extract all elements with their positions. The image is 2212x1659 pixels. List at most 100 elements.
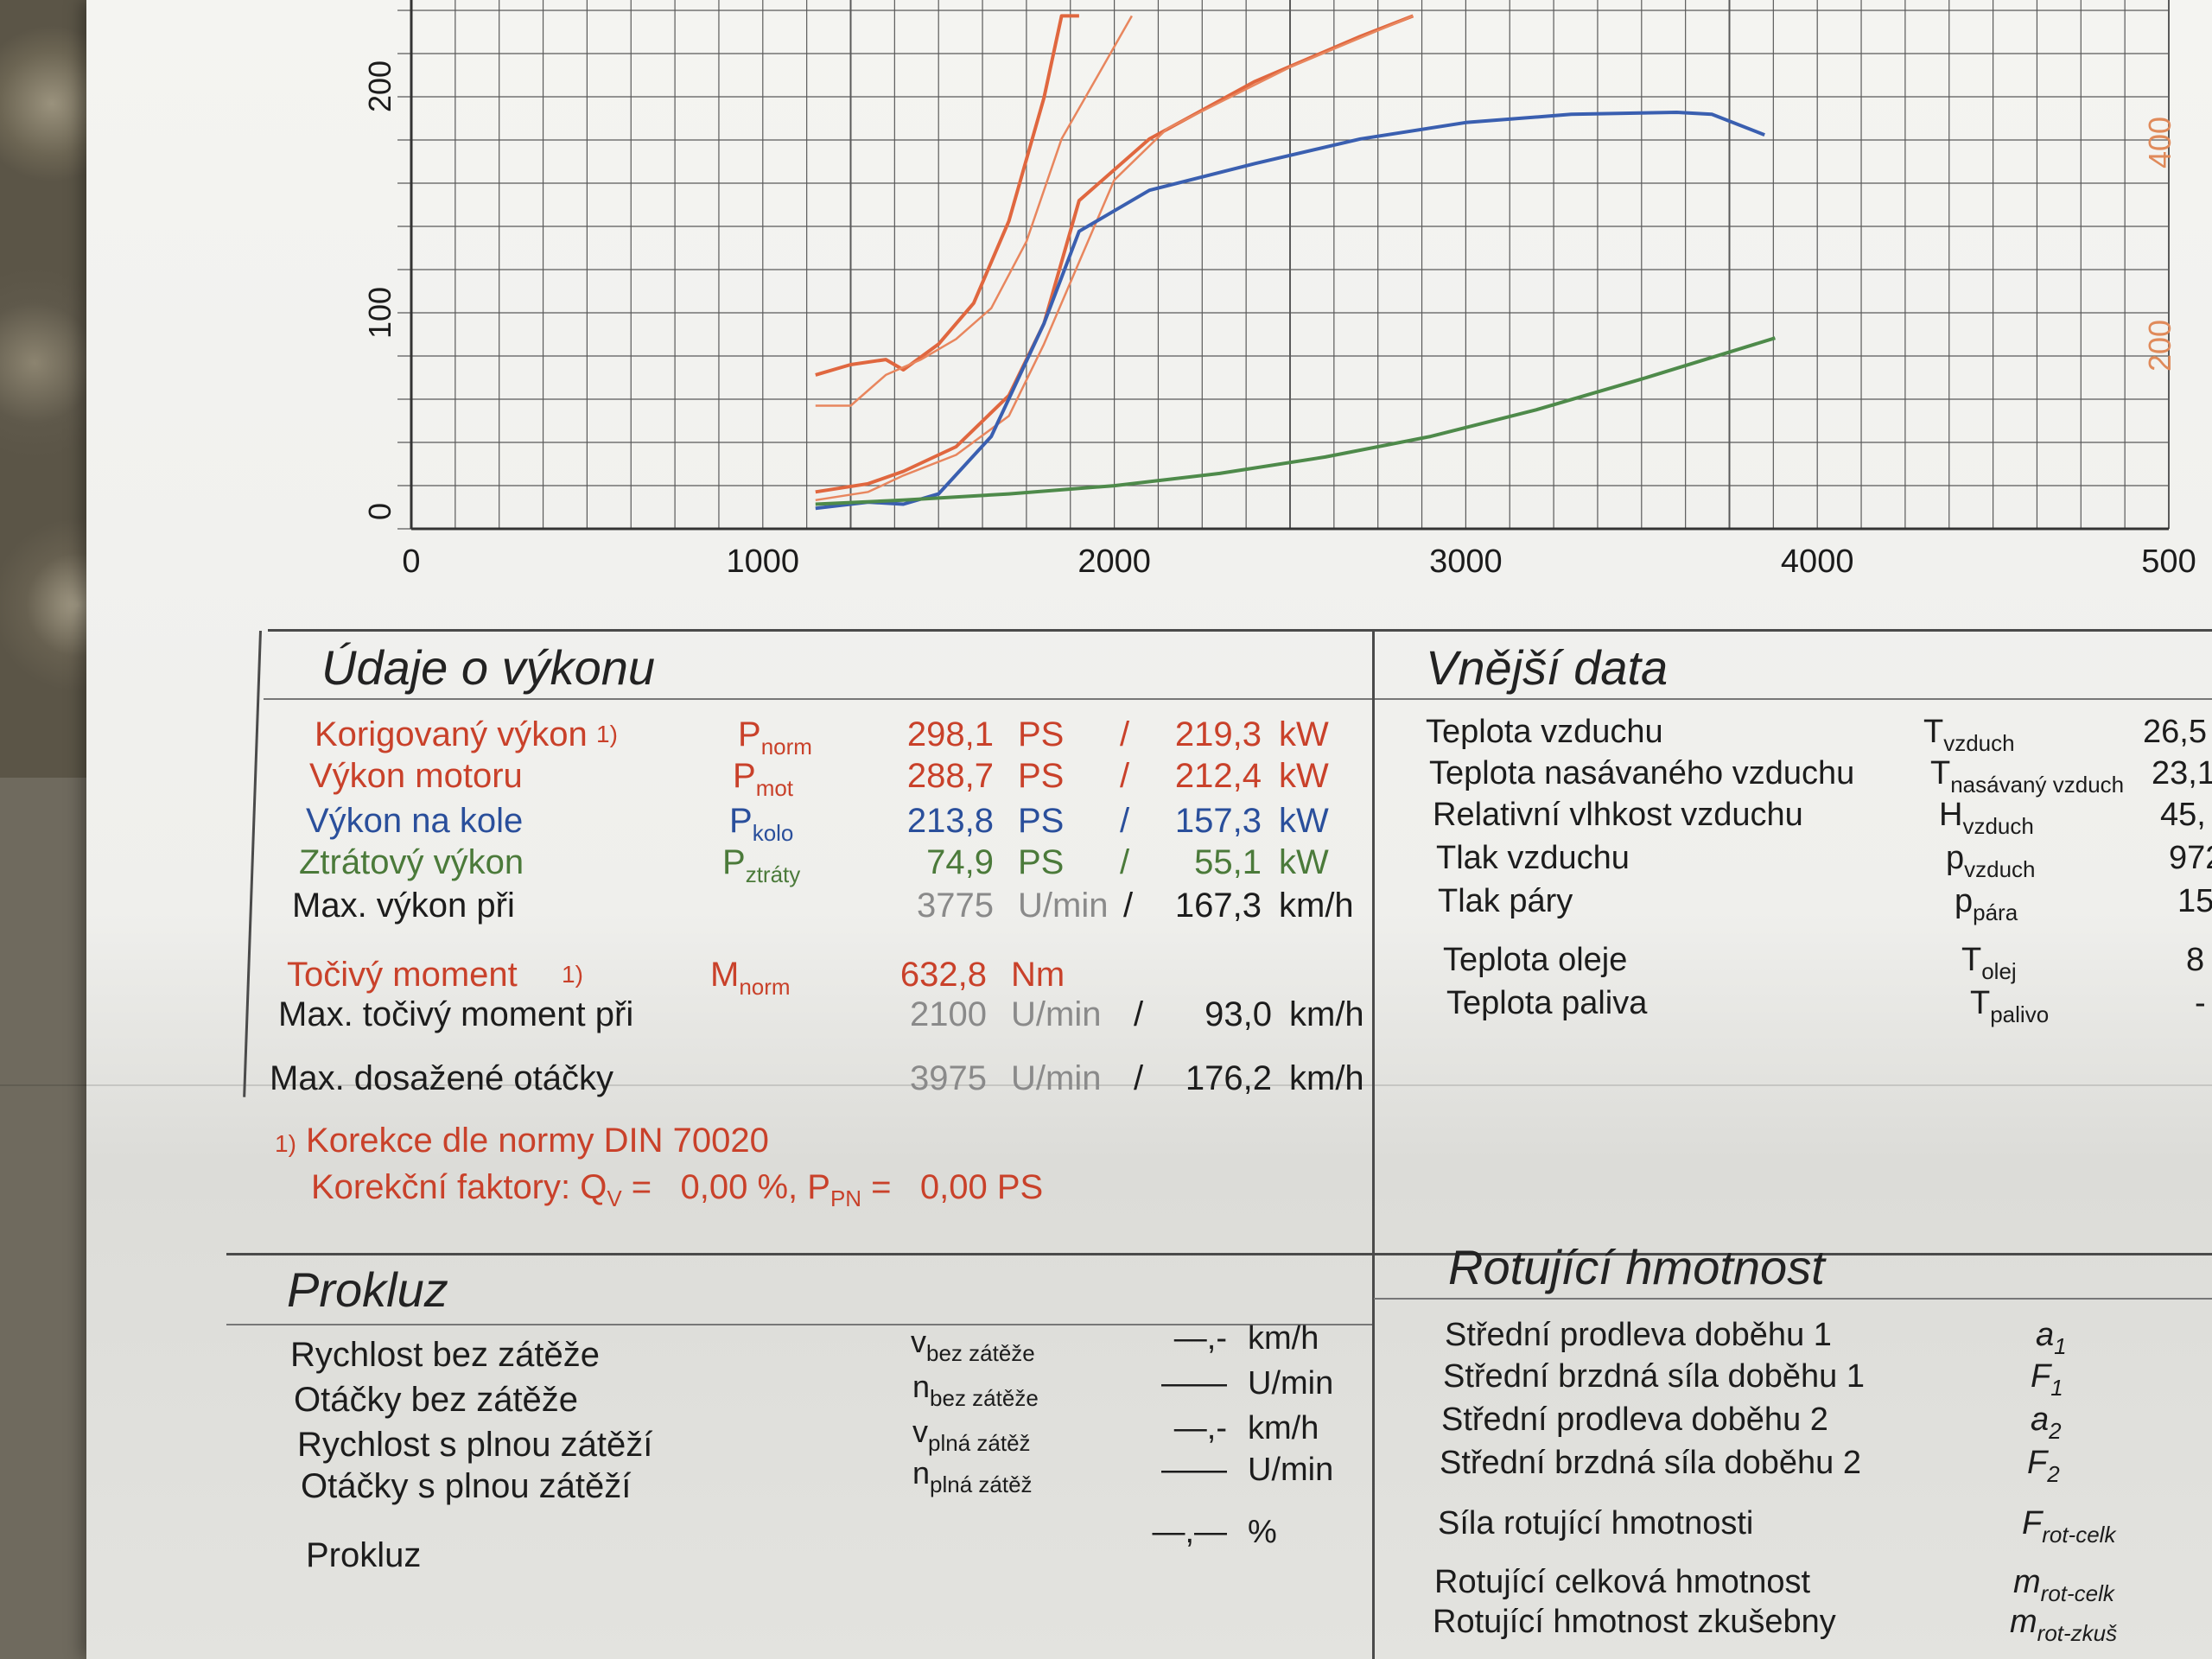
vykon-row-unit1: U/min	[1011, 1059, 1102, 1097]
symbol-subscript: bez zátěže	[926, 1340, 1035, 1366]
vykon-row-note: 1)	[562, 961, 583, 988]
symbol-letter: a	[2031, 1402, 2050, 1438]
symbol-subscript: kolo	[752, 820, 794, 846]
vykon-row-unit2: km/h	[1279, 887, 1354, 925]
vnejsi-row-symbol: ppára	[1955, 883, 2018, 926]
symbol-letter: p	[1946, 840, 1965, 876]
vykon-row-label: Točivý moment	[287, 956, 518, 994]
symbol-letter: T	[1923, 714, 1944, 750]
rotujici-row-symbol: F1	[2031, 1358, 2063, 1402]
vykon-row-unit2: km/h	[1289, 995, 1364, 1033]
symbol-letter: a	[2036, 1317, 2055, 1353]
vykon-row-unit2: kW	[1279, 757, 1329, 795]
ppn-subscript: PN	[830, 1185, 862, 1211]
vykon-row-separator: /	[1120, 802, 1130, 840]
divider-top	[268, 629, 2212, 632]
vnejsi-row-symbol: Tpalivo	[1970, 985, 2049, 1028]
symbol-letter: v	[912, 1414, 928, 1449]
vnejsi-row-value: 23,1	[2152, 755, 2212, 791]
vykon-row-value2: 212,4	[1174, 757, 1262, 795]
vykon-row-value1: 632,8	[899, 956, 987, 994]
divider-prokluz	[226, 1253, 2212, 1255]
prokluz-row-value: —,-	[1173, 1410, 1227, 1446]
symbol-subscript: 1	[2054, 1333, 2067, 1359]
vnejsi-row-label: Teplota nasávaného vzduchu	[1429, 755, 1855, 791]
prokluz-row-label: Otáčky bez zátěže	[294, 1381, 579, 1419]
section-title-vykon: Údaje o výkonu	[321, 640, 656, 695]
prokluz-row-unit: U/min	[1248, 1365, 1334, 1402]
vnejsi-row-value: 26,5	[2143, 714, 2207, 750]
vnejsi-row-value: 8	[2186, 942, 2205, 978]
vykon-row-separator: /	[1120, 715, 1130, 753]
symbol-subscript: mot	[755, 775, 794, 801]
vykon-row-label: Max. točivý moment při	[278, 995, 634, 1033]
symbol-letter: F	[2031, 1358, 2051, 1395]
vykon-row-value1: 3775	[917, 887, 994, 925]
vykon-row-value1: 74,9	[926, 843, 994, 881]
vykon-row-unit1: PS	[1018, 843, 1065, 881]
vykon-row-value1: 288,7	[906, 757, 994, 795]
symbol-subscript: plná zátěž	[930, 1471, 1033, 1497]
chart-grid	[397, 0, 2170, 531]
rotujici-row-label: Střední prodleva doběhu 1	[1445, 1317, 1832, 1353]
vykon-row-unit1: PS	[1018, 802, 1065, 840]
vnejsi-row-label: Tlak páry	[1438, 883, 1573, 919]
symbol-letter: T	[1961, 942, 1982, 978]
vykon-row-separator: /	[1134, 1059, 1144, 1097]
vykon-row-unit1: U/min	[1011, 995, 1102, 1033]
footnote-1: 1) Korekce dle normy DIN 70020	[275, 1122, 769, 1160]
vykon-row-symbol: Pztráty	[722, 843, 800, 888]
prokluz-row-value: —,—	[1152, 1514, 1227, 1550]
vykon-row-unit2: kW	[1279, 715, 1329, 753]
divider-rotujici-title	[1374, 1298, 2212, 1300]
symbol-subscript: 2	[2049, 1418, 2062, 1444]
vykon-row-unit2: kW	[1279, 843, 1329, 881]
rotujici-row-symbol: a1	[2036, 1317, 2067, 1360]
prokluz-row-value: —,-	[1173, 1320, 1227, 1357]
section-title-rotujici: Rotující hmotnost	[1448, 1240, 1825, 1294]
x-tick-label: 1000	[727, 543, 800, 580]
prokluz-row-unit: km/h	[1248, 1320, 1319, 1357]
divider-middle	[1372, 631, 1375, 1659]
prokluz-row-unit: %	[1248, 1514, 1277, 1550]
prokluz-row-unit: km/h	[1248, 1410, 1319, 1446]
footnote-text: Korekce dle normy DIN 70020	[306, 1122, 769, 1160]
vnejsi-row-label: Teplota vzduchu	[1426, 714, 1663, 750]
vykon-row-symbol: Pmot	[733, 757, 793, 802]
y-left-tick-label: 200	[362, 60, 397, 112]
symbol-letter: p	[1955, 883, 1974, 919]
divider-title	[264, 698, 2212, 700]
symbol-letter: F	[2022, 1505, 2043, 1541]
rotujici-row-label: Síla rotující hmotnosti	[1438, 1505, 1754, 1541]
correction-factors-ps: = 0,00 PS	[861, 1168, 1044, 1206]
vykon-row-unit2: km/h	[1289, 1059, 1364, 1097]
symbol-letter: M	[710, 956, 740, 994]
prokluz-row-unit: U/min	[1248, 1452, 1334, 1488]
vykon-row-note: 1)	[596, 721, 618, 747]
vnejsi-row-value: 45,	[2160, 797, 2206, 833]
y-right-tick-label: 200	[2142, 320, 2177, 372]
symbol-subscript: vzduch	[1964, 856, 2036, 882]
vnejsi-row-label: Teplota oleje	[1443, 942, 1628, 978]
symbol-subscript: nasávaný vzduch	[1950, 772, 2125, 798]
chart-curves	[815, 14, 1776, 511]
vykon-row-value2: 55,1	[1194, 843, 1262, 881]
vykon-row-value2: 167,3	[1174, 887, 1262, 925]
symbol-letter: T	[1930, 755, 1951, 791]
y-left-tick-label: 0	[362, 503, 397, 520]
chart-series-line	[815, 15, 1133, 407]
symbol-subscript: plná zátěž	[928, 1430, 1031, 1456]
symbol-letter: n	[912, 1369, 931, 1404]
vykon-row-value2: 176,2	[1185, 1059, 1272, 1097]
symbol-subscript: palivo	[1990, 1001, 2050, 1027]
vykon-row-label: Výkon na kole	[306, 802, 524, 840]
rotujici-row-label: Rotující hmotnost zkušebny	[1433, 1604, 1836, 1640]
vnejsi-row-symbol: Hvzduch	[1939, 797, 2034, 840]
vykon-row-unit1: Nm	[1011, 956, 1065, 994]
symbol-subscript: bez zátěže	[930, 1385, 1039, 1411]
rotujici-row-label: Střední brzdná síla doběhu 1	[1443, 1358, 1866, 1395]
rotujici-row-symbol: mrot-celk	[2013, 1564, 2114, 1607]
rotujici-row-label: Rotující celková hmotnost	[1434, 1564, 1811, 1600]
vykon-row-unit1: U/min	[1018, 887, 1109, 925]
